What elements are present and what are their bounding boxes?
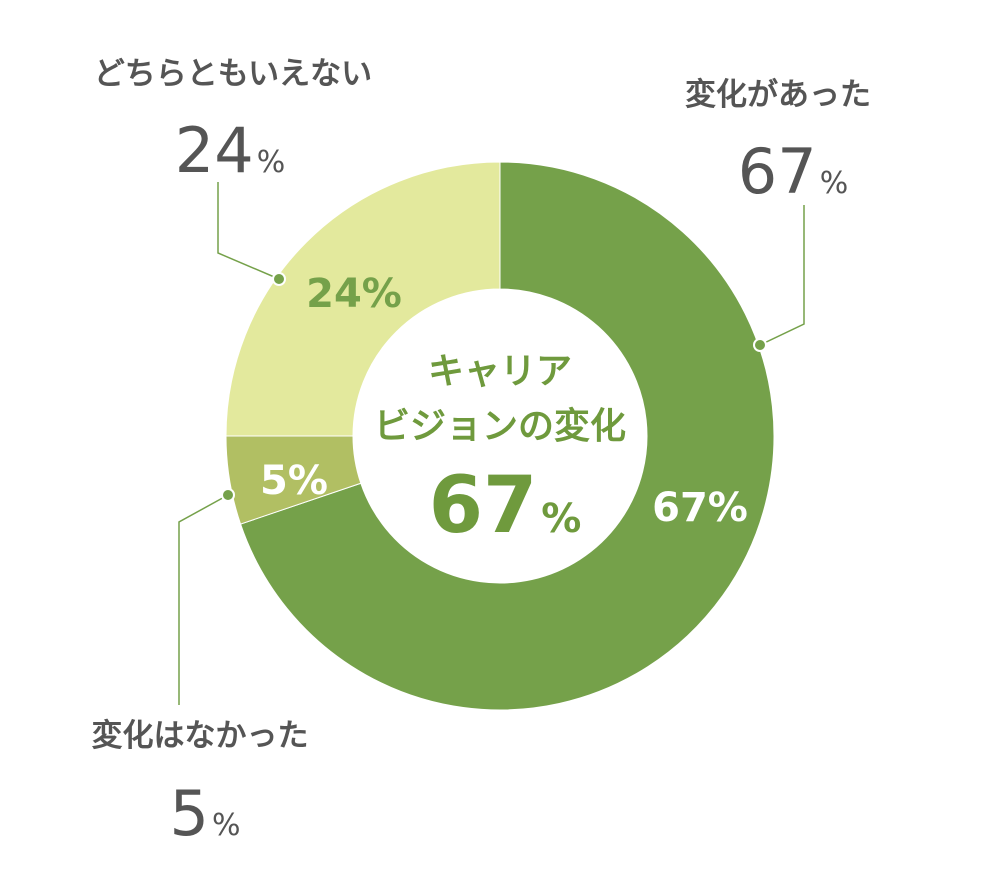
- leader-unchanged: [178, 494, 229, 705]
- leader-undecided-dot: [272, 272, 286, 286]
- leader-lines: [178, 182, 805, 705]
- legend-value-changed-number: 67: [738, 135, 817, 208]
- donut-slices: [225, 161, 775, 711]
- leader-undecided: [217, 182, 280, 280]
- legend-label-unchanged: 変化はなかった: [92, 718, 309, 754]
- center-value: 67%: [429, 461, 582, 551]
- legend-value-unchanged-number: 5: [170, 777, 209, 850]
- legend-value-undecided: 24%: [175, 114, 285, 187]
- center-value-number: 67: [429, 461, 538, 551]
- slice-undecided: [225, 161, 501, 437]
- legend-value-undecided-number: 24: [175, 114, 254, 187]
- legend-value-unchanged-unit: %: [212, 808, 241, 843]
- center-value-unit: %: [541, 496, 581, 542]
- leader-changed-dot: [753, 338, 767, 352]
- center-title-line1: キャリア: [428, 351, 572, 392]
- legend-value-unchanged: 5%: [170, 777, 241, 850]
- slice-changed: [239, 161, 775, 711]
- legend-value-changed-unit: %: [820, 166, 849, 201]
- leader-changed: [759, 205, 805, 346]
- legend-label-changed: 変化があった: [685, 77, 871, 113]
- leader-unchanged-dot: [221, 488, 235, 502]
- slice-label-unchanged: 5%: [260, 458, 328, 504]
- center-title-line2: ビジョンの変化: [374, 405, 626, 447]
- legend-label-undecided: どちらともいえない: [94, 56, 372, 92]
- slice-label-undecided: 24%: [306, 271, 402, 317]
- legend-value-undecided-unit: %: [257, 145, 286, 180]
- legend-value-changed: 67%: [738, 135, 848, 208]
- slice-label-changed: 67%: [652, 485, 748, 531]
